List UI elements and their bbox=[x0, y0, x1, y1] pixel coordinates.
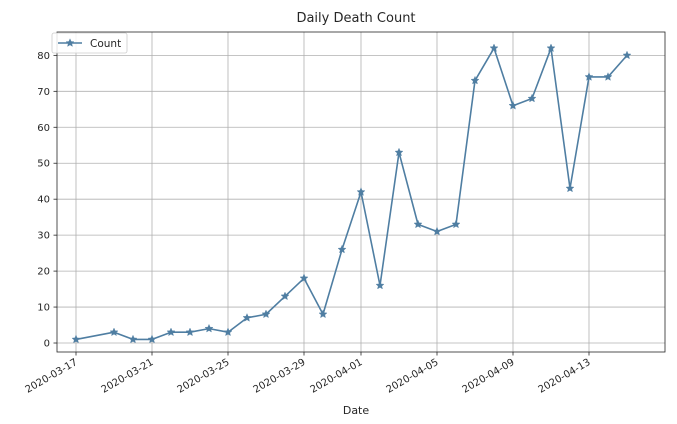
data-point bbox=[337, 244, 347, 254]
x-tick-label: 2020-03-17 bbox=[24, 357, 80, 396]
x-tick-label: 2020-03-29 bbox=[252, 357, 308, 396]
data-point bbox=[280, 291, 290, 301]
legend-marker bbox=[65, 38, 75, 47]
y-tick-label: 80 bbox=[37, 51, 50, 62]
legend-label: Count bbox=[90, 38, 121, 50]
x-tick-label: 2020-03-25 bbox=[176, 357, 232, 396]
data-point bbox=[71, 334, 81, 344]
x-tick-label: 2020-03-21 bbox=[100, 357, 156, 396]
x-axis-label: Date bbox=[343, 404, 370, 417]
data-point bbox=[451, 219, 461, 229]
data-point bbox=[375, 280, 385, 290]
y-tick-label: 50 bbox=[37, 159, 50, 170]
data-point bbox=[394, 147, 404, 157]
legend-frame bbox=[51, 32, 128, 54]
legend: Count bbox=[51, 32, 128, 54]
data-point bbox=[204, 323, 214, 333]
data-point bbox=[584, 72, 594, 81]
x-tick-label: 2020-04-01 bbox=[309, 357, 365, 396]
data-point bbox=[489, 43, 499, 52]
data-point bbox=[109, 327, 119, 337]
data-point bbox=[185, 327, 195, 337]
series-line bbox=[75, 47, 628, 341]
data-point bbox=[128, 334, 138, 344]
x-tick-label: 2020-04-09 bbox=[461, 357, 517, 396]
y-tick-label: 10 bbox=[37, 303, 50, 314]
data-point bbox=[603, 72, 613, 81]
data-point bbox=[470, 75, 480, 85]
data-point bbox=[508, 100, 518, 110]
y-tick-label: 40 bbox=[37, 195, 50, 206]
data-point bbox=[413, 219, 423, 229]
x-axis: 2020-03-17 2020-03-21 2020-03-25 2020-03-29… bbox=[24, 352, 593, 396]
y-tick-label: 30 bbox=[37, 231, 50, 242]
x-tick-label: 2020-04-05 bbox=[385, 357, 441, 396]
data-point bbox=[432, 226, 442, 236]
data-point bbox=[261, 309, 271, 319]
data-point bbox=[356, 187, 366, 196]
y-axis: 0 10 20 30 40 50 60 70 80 bbox=[37, 51, 57, 350]
data-point bbox=[242, 313, 252, 322]
y-tick-label: 60 bbox=[37, 123, 50, 134]
data-point bbox=[166, 327, 176, 337]
data-point bbox=[147, 334, 157, 344]
data-point bbox=[299, 273, 309, 283]
y-tick-label: 20 bbox=[37, 267, 50, 278]
data-point bbox=[565, 183, 575, 193]
x-tick-label: 2020-04-13 bbox=[537, 357, 593, 396]
data-point bbox=[527, 93, 537, 103]
data-point bbox=[622, 50, 632, 60]
chart-title: Daily Death Count bbox=[296, 11, 415, 26]
data-point bbox=[546, 43, 556, 52]
y-tick-label: 70 bbox=[37, 87, 50, 98]
data-point bbox=[318, 309, 328, 319]
series-layer bbox=[71, 43, 632, 344]
data-point bbox=[223, 327, 233, 337]
y-tick-label: 0 bbox=[44, 339, 50, 350]
